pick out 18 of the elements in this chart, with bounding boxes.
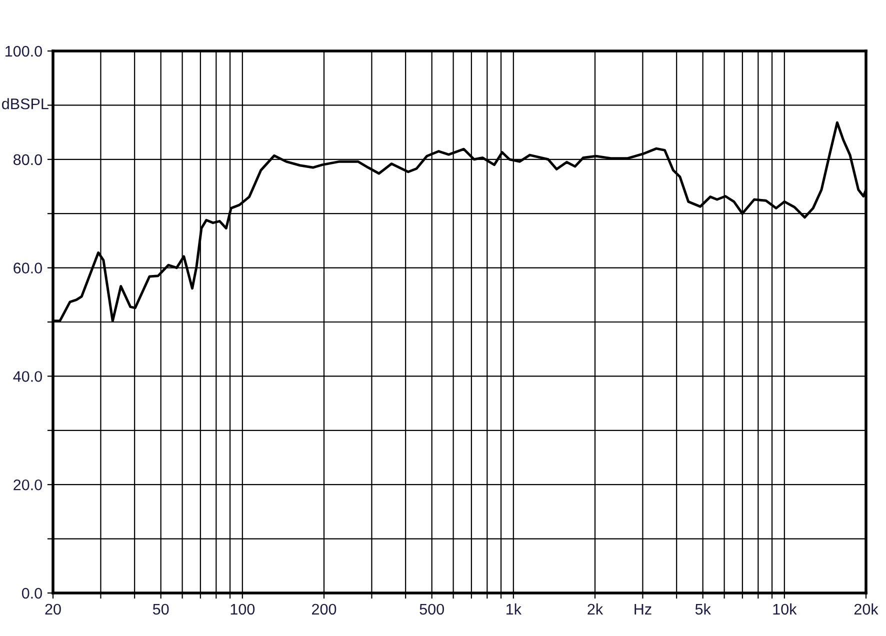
y-tick-label: 0.0 — [22, 588, 42, 599]
x-tick-label: 20k — [854, 603, 878, 615]
x-tick-label: 50 — [152, 604, 169, 615]
x-tick-label: 5k — [695, 603, 711, 615]
y-axis-title: dBSPL — [2, 98, 48, 110]
x-tick-label: 500 — [420, 604, 444, 615]
y-tick-label: 60.0 — [14, 262, 42, 274]
x-tick-label: 100 — [230, 604, 255, 615]
x-tick-label: 2k — [588, 603, 604, 614]
y-tick-label: 40.0 — [13, 371, 42, 382]
y-tick-label: 20.0 — [14, 479, 42, 490]
y-tick-label: 100.0 — [6, 46, 42, 57]
y-tick-label: 80.0 — [14, 154, 42, 166]
x-tick-label: 1k — [506, 603, 522, 614]
x-tick-label: 10k — [773, 603, 797, 615]
x-tick-label: Hz — [634, 604, 652, 614]
x-tick-label: 20 — [45, 604, 61, 615]
x-tick-label: 200 — [312, 604, 336, 615]
